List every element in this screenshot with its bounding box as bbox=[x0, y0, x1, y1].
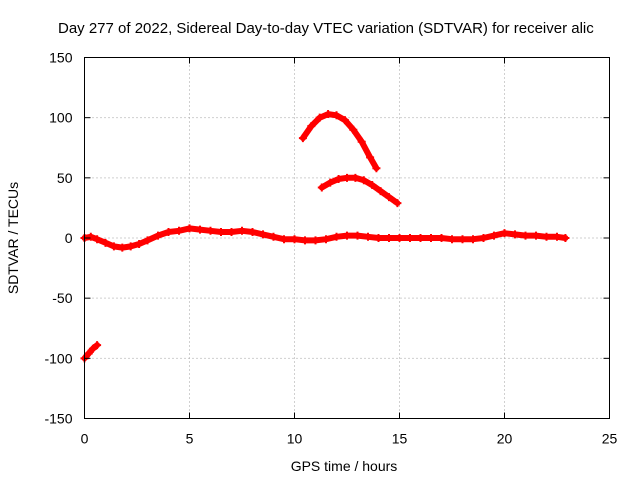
data-point bbox=[343, 173, 351, 182]
data-point bbox=[479, 234, 488, 242]
y-axis-label: SDTVAR / TECUs bbox=[5, 182, 21, 294]
data-point bbox=[359, 176, 368, 185]
y-tick-label: 100 bbox=[49, 110, 73, 126]
data-point bbox=[259, 230, 267, 239]
data-point bbox=[307, 122, 316, 131]
chart-title: Day 277 of 2022, Sidereal Day-to-day VTE… bbox=[58, 20, 594, 37]
series-line bbox=[81, 342, 101, 362]
x-tick-label: 5 bbox=[186, 431, 194, 447]
data-point bbox=[185, 224, 194, 233]
data-point bbox=[118, 243, 127, 252]
data-point bbox=[349, 125, 358, 134]
data-point bbox=[84, 349, 93, 358]
data-point bbox=[490, 231, 498, 240]
data-point bbox=[532, 231, 540, 240]
data-point bbox=[175, 226, 183, 235]
y-tick-label: 0 bbox=[65, 230, 73, 246]
data-point bbox=[164, 227, 173, 236]
data-point bbox=[448, 235, 456, 244]
data-point bbox=[86, 232, 95, 241]
data-point bbox=[88, 344, 97, 353]
series-line bbox=[318, 174, 401, 207]
data-point bbox=[458, 235, 467, 244]
data-point bbox=[469, 235, 477, 244]
data-point bbox=[93, 341, 102, 350]
data-point bbox=[135, 240, 144, 249]
data-point bbox=[340, 116, 349, 125]
data-point bbox=[227, 227, 236, 236]
data-point bbox=[372, 164, 381, 173]
data-point bbox=[101, 238, 110, 247]
data-point bbox=[301, 236, 309, 245]
series-upper-arc bbox=[298, 110, 381, 173]
x-tick-label: 15 bbox=[392, 431, 408, 447]
data-point bbox=[357, 137, 366, 146]
data-point bbox=[298, 134, 307, 143]
data-point bbox=[376, 187, 385, 196]
data-point bbox=[154, 231, 162, 240]
y-tick-labels: -150 -100 -50 0 50 100 150 bbox=[44, 50, 72, 427]
series-main-track bbox=[80, 224, 570, 252]
data-point bbox=[315, 113, 324, 122]
data-point bbox=[553, 232, 561, 241]
data-point bbox=[500, 229, 509, 238]
series-middle-arc bbox=[317, 173, 402, 208]
x-tick-labels: 0 5 10 15 20 25 bbox=[81, 431, 618, 447]
data-point bbox=[351, 173, 360, 182]
x-axis-label: GPS time / hours bbox=[291, 458, 398, 474]
y-tick-label: 50 bbox=[57, 170, 73, 186]
y-tick-label: 150 bbox=[49, 50, 73, 66]
data-point bbox=[93, 235, 102, 244]
series-layer bbox=[80, 110, 570, 363]
data-point bbox=[217, 227, 225, 236]
data-point bbox=[324, 110, 333, 119]
data-point bbox=[334, 175, 343, 184]
data-point bbox=[332, 111, 341, 120]
data-point bbox=[238, 226, 246, 235]
data-point bbox=[393, 199, 402, 208]
x-tick-label: 10 bbox=[287, 431, 303, 447]
data-point bbox=[368, 181, 377, 190]
data-point bbox=[311, 236, 320, 245]
data-point bbox=[248, 227, 257, 236]
data-point bbox=[437, 234, 446, 242]
data-point bbox=[364, 232, 372, 241]
data-point bbox=[196, 225, 204, 234]
y-tick-label: -100 bbox=[44, 350, 72, 366]
data-point bbox=[126, 242, 135, 251]
data-point bbox=[385, 193, 393, 202]
data-point bbox=[366, 153, 375, 162]
data-point bbox=[395, 234, 404, 242]
data-point bbox=[332, 232, 341, 241]
x-tick-label: 0 bbox=[81, 431, 89, 447]
data-point bbox=[322, 235, 330, 244]
data-point bbox=[374, 234, 383, 242]
data-point bbox=[343, 231, 351, 240]
data-point bbox=[280, 235, 288, 244]
data-point bbox=[143, 236, 152, 245]
data-point bbox=[353, 231, 362, 240]
data-point bbox=[206, 226, 215, 235]
data-point bbox=[290, 235, 299, 244]
series-lower-segment bbox=[80, 341, 102, 363]
data-point bbox=[326, 178, 335, 187]
series-line bbox=[299, 111, 380, 172]
data-point bbox=[427, 234, 435, 242]
data-point bbox=[317, 183, 326, 192]
y-tick-label: -50 bbox=[52, 290, 72, 306]
x-tick-label: 25 bbox=[602, 431, 618, 447]
data-point bbox=[406, 234, 414, 242]
data-point bbox=[511, 230, 519, 239]
data-point bbox=[269, 232, 278, 241]
y-tick-label: -150 bbox=[44, 411, 72, 427]
data-point bbox=[385, 234, 393, 242]
x-tick-label: 20 bbox=[497, 431, 513, 447]
axis-ticks bbox=[84, 57, 610, 419]
data-point bbox=[109, 242, 118, 251]
data-point bbox=[561, 234, 570, 242]
data-point bbox=[542, 232, 551, 241]
data-point bbox=[416, 234, 425, 242]
data-point bbox=[521, 231, 530, 240]
